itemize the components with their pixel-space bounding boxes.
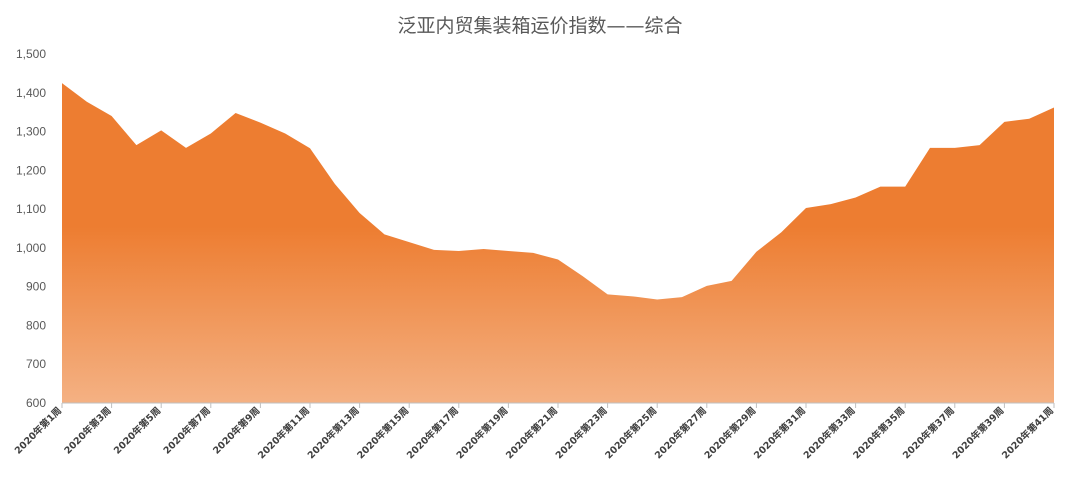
y-axis: 600 700 800 900 1,000 1,100 1,200 1,300 1,400 1,5…	[16, 47, 46, 410]
y-tick-label: 700	[26, 357, 46, 371]
y-tick-label: 800	[26, 318, 46, 332]
y-tick-label: 900	[26, 280, 46, 294]
x-tick-label: 2020年第23周	[553, 405, 610, 462]
x-tick-label: 2020年第1周	[12, 405, 64, 457]
y-tick-label: 1,400	[16, 86, 46, 100]
x-tick-label: 2020年第29周	[702, 405, 759, 462]
x-tick-label: 2020年第35周	[851, 405, 908, 462]
plot-area	[62, 83, 1054, 403]
x-tick-label: 2020年第13周	[305, 405, 362, 462]
area-series	[62, 83, 1054, 403]
y-tick-label: 600	[26, 396, 46, 410]
x-tick-label: 2020年第17周	[404, 405, 461, 462]
x-tick-label: 2020年第5周	[111, 405, 163, 457]
x-tick-label: 2020年第25周	[603, 405, 660, 462]
x-tick-label: 2020年第21周	[503, 405, 560, 462]
x-tick-label: 2020年第15周	[355, 405, 412, 462]
x-tick-label: 2020年第19周	[454, 405, 511, 462]
y-tick-label: 1,000	[16, 241, 46, 255]
x-tick-label: 2020年第7周	[161, 405, 213, 457]
chart-title: 泛亚内贸集装箱运价指数——综合	[397, 15, 682, 37]
x-tick-label: 2020年第37周	[900, 405, 957, 462]
y-tick-label: 1,200	[16, 163, 46, 177]
x-tick-label: 2020年第33周	[801, 405, 858, 462]
x-tick-label: 2020年第3周	[62, 405, 114, 457]
x-axis: 2020年第1周2020年第3周2020年第5周2020年第7周2020年第9周…	[12, 402, 1056, 462]
x-tick-label: 2020年第11周	[255, 405, 312, 462]
y-tick-label: 1,300	[16, 125, 46, 139]
x-tick-label: 2020年第9周	[211, 405, 263, 457]
y-tick-label: 1,500	[16, 47, 46, 61]
x-tick-label: 2020年第27周	[652, 405, 709, 462]
x-tick-label: 2020年第31周	[751, 405, 808, 462]
y-tick-label: 1,100	[16, 202, 46, 216]
x-tick-label: 2020年第39周	[950, 405, 1007, 462]
x-tick-label: 2020年第41周	[999, 405, 1056, 462]
